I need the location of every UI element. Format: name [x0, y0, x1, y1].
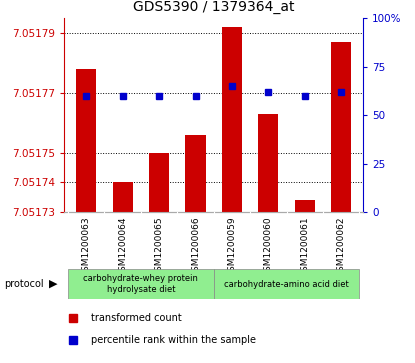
- Bar: [149, 152, 169, 212]
- Bar: [186, 135, 205, 212]
- Bar: [214, 269, 359, 299]
- Text: carbohydrate-amino acid diet: carbohydrate-amino acid diet: [224, 280, 349, 289]
- Text: protocol: protocol: [4, 279, 44, 289]
- Bar: [76, 69, 96, 212]
- Text: GSM1200059: GSM1200059: [227, 217, 237, 277]
- Text: GSM1200060: GSM1200060: [264, 217, 273, 277]
- Text: GSM1200063: GSM1200063: [82, 217, 91, 277]
- Text: GSM1200065: GSM1200065: [154, 217, 164, 277]
- Text: carbohydrate-whey protein
hydrolysate diet: carbohydrate-whey protein hydrolysate di…: [83, 274, 198, 294]
- Bar: [68, 269, 214, 299]
- Text: GSM1200064: GSM1200064: [118, 217, 127, 277]
- Bar: [112, 183, 133, 212]
- Text: ▶: ▶: [49, 279, 57, 289]
- Text: GSM1200061: GSM1200061: [300, 217, 309, 277]
- Bar: [295, 200, 315, 212]
- Text: GSM1200062: GSM1200062: [337, 217, 346, 277]
- Bar: [331, 42, 351, 212]
- Title: GDS5390 / 1379364_at: GDS5390 / 1379364_at: [133, 0, 295, 15]
- Bar: [222, 27, 242, 212]
- Text: percentile rank within the sample: percentile rank within the sample: [91, 335, 256, 345]
- Text: GSM1200066: GSM1200066: [191, 217, 200, 277]
- Bar: [259, 114, 278, 212]
- Text: transformed count: transformed count: [91, 313, 182, 323]
